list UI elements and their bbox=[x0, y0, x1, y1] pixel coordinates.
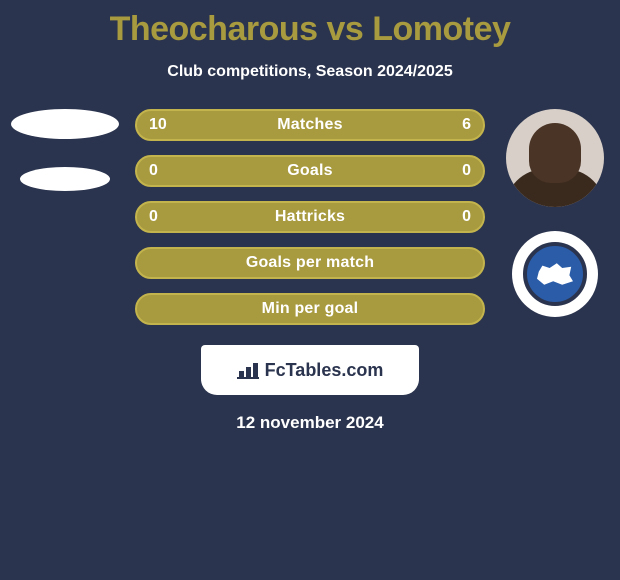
stat-label: Hattricks bbox=[275, 208, 345, 226]
stat-row-matches: 10 Matches 6 bbox=[135, 109, 485, 141]
club-left-badge-placeholder bbox=[20, 167, 110, 191]
brand-name: FcTables.com bbox=[265, 360, 384, 381]
player-right-avatar bbox=[506, 109, 604, 207]
player-left-avatar-placeholder bbox=[11, 109, 119, 139]
bar-chart-icon bbox=[237, 361, 259, 379]
brand-badge: FcTables.com bbox=[201, 345, 419, 395]
left-avatars bbox=[0, 109, 130, 219]
stat-left-value: 0 bbox=[149, 208, 158, 226]
stat-right-value: 0 bbox=[462, 208, 471, 226]
page-title: Theocharous vs Lomotey bbox=[0, 0, 620, 49]
right-avatars bbox=[490, 109, 620, 317]
stat-row-goals-per-match: Goals per match bbox=[135, 247, 485, 279]
comparison-content: 10 Matches 6 0 Goals 0 0 Hattricks 0 Goa… bbox=[0, 109, 620, 433]
stat-row-hattricks: 0 Hattricks 0 bbox=[135, 201, 485, 233]
stat-right-value: 6 bbox=[462, 116, 471, 134]
stat-row-min-per-goal: Min per goal bbox=[135, 293, 485, 325]
stat-bars: 10 Matches 6 0 Goals 0 0 Hattricks 0 Goa… bbox=[135, 109, 485, 325]
stat-label: Goals bbox=[287, 162, 332, 180]
stat-label: Goals per match bbox=[246, 254, 374, 272]
stat-row-goals: 0 Goals 0 bbox=[135, 155, 485, 187]
page-subtitle: Club competitions, Season 2024/2025 bbox=[0, 63, 620, 81]
stat-left-value: 0 bbox=[149, 162, 158, 180]
stat-label: Min per goal bbox=[262, 300, 359, 318]
stat-right-value: 0 bbox=[462, 162, 471, 180]
stat-label: Matches bbox=[277, 116, 342, 134]
stat-left-value: 10 bbox=[149, 116, 167, 134]
club-right-badge bbox=[512, 231, 598, 317]
snapshot-date: 12 november 2024 bbox=[0, 413, 620, 433]
